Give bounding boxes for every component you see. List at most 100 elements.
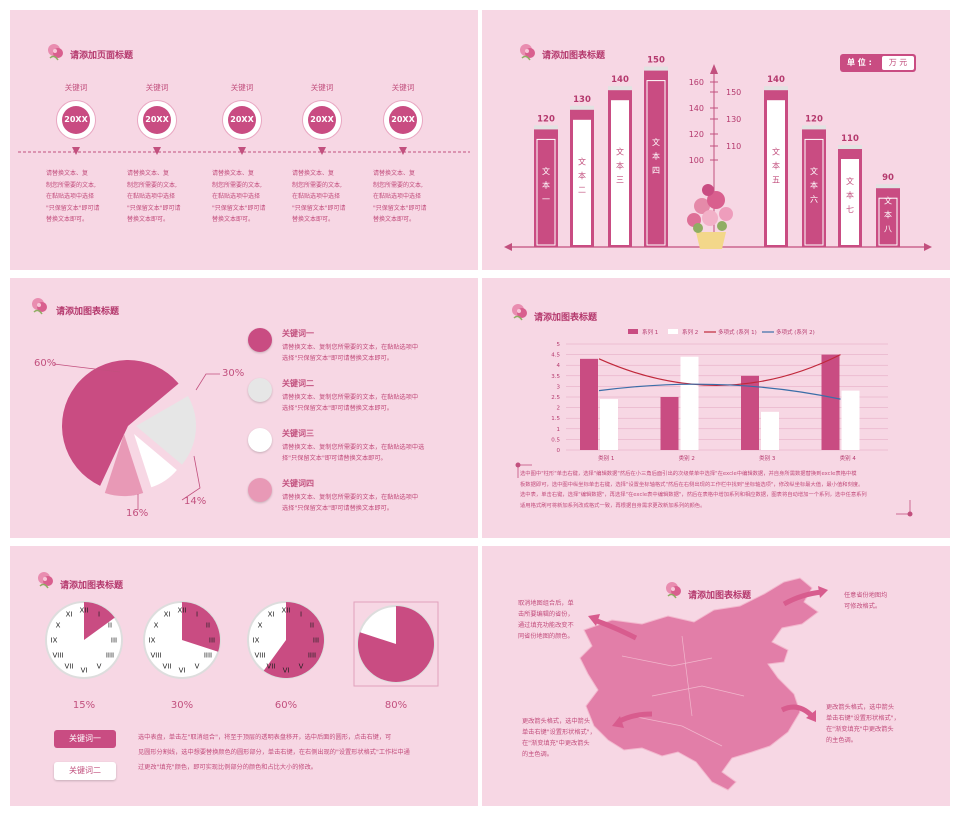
- y-tick-label: 0: [557, 448, 561, 454]
- y-tick-label: 2.5: [551, 395, 560, 401]
- bar-category-label: 本: [884, 210, 892, 220]
- timeline-node: 20XX: [137, 100, 177, 140]
- slide-timeline: 请添加页面标题 关键词 20XX 请替换文本、复 制您所需要的文本, 在黏贴选项中选…: [10, 10, 478, 270]
- clock-numeral: VII: [65, 662, 74, 670]
- clock-percent-label: 30%: [171, 700, 193, 711]
- leader-line: [181, 455, 201, 501]
- bar-category-label: 本: [772, 161, 780, 171]
- legend-text: 请替换文本、复制您所需要的文本，在黏贴选项中选 择"只保留文本"即可请替换文本即…: [282, 444, 425, 462]
- clock-numeral: VII: [163, 662, 172, 670]
- bar-value-label: 120: [805, 114, 823, 124]
- bar-category-label: 文: [542, 166, 550, 176]
- y-tick-label: 5: [557, 342, 561, 348]
- bar-category-label: 文: [846, 176, 854, 186]
- clock-numeral: XI: [66, 611, 73, 619]
- pie-slice: [62, 360, 179, 486]
- leader-line: [195, 373, 220, 391]
- clock-numeral: III: [313, 637, 319, 645]
- clock-numeral: IX: [51, 637, 58, 645]
- slide-clock-charts: 请添加图表标题 XII I II III IIII V VI VII VIII IX X XI 15% X…: [10, 546, 478, 806]
- map-note-2: 任意省份地图均 可修改格式。: [844, 592, 888, 610]
- clock-numeral: XII: [282, 607, 291, 615]
- legend-label: 系列 1: [642, 328, 658, 336]
- combo-bar: [821, 354, 840, 450]
- bar-cap: [876, 184, 900, 189]
- bar: [573, 119, 591, 245]
- y-tick-label: 0.5: [551, 437, 560, 443]
- flower-icon: [520, 44, 535, 61]
- bar-value-label: 110: [841, 134, 859, 144]
- unit-badge: 单 位 : 万 元: [840, 54, 916, 72]
- bar-cap: [644, 66, 668, 71]
- combo-bar: [660, 397, 679, 450]
- timeline-node: 20XX: [222, 100, 262, 140]
- clock-numeral: X: [258, 622, 263, 630]
- bar-category-label: 三: [616, 176, 624, 185]
- slide-title: 请添加页面标题: [70, 51, 134, 61]
- keyword-button-2[interactable]: 关键词二: [54, 762, 116, 780]
- y-tick-label: 1: [557, 427, 561, 433]
- clock-numeral: V: [97, 662, 102, 670]
- clock-numeral: I: [98, 611, 100, 619]
- y-tick-label: 3: [557, 384, 561, 390]
- flower-icon: [38, 572, 53, 589]
- bar-cap: [570, 105, 594, 110]
- legend-swatch: [668, 329, 678, 334]
- slide-title: 请添加图表标题: [60, 581, 124, 591]
- china-map: [579, 577, 828, 791]
- clock-percent-label: 60%: [275, 700, 297, 711]
- axis-tick-label: 160: [689, 78, 704, 87]
- bar-category-label: 文: [616, 147, 624, 157]
- pie-label: 16%: [126, 508, 148, 519]
- x-tick-label: 类别 3: [759, 454, 776, 462]
- legend-heading: 关键词一: [282, 329, 314, 338]
- clock-numeral: II: [206, 622, 210, 630]
- legend-marker: [248, 378, 272, 402]
- clock-numeral: VII: [267, 662, 276, 670]
- pie-label: 30%: [222, 368, 244, 379]
- y-tick-label: 2: [557, 406, 561, 412]
- clock-numeral: IIII: [308, 652, 316, 660]
- y-tick-label: 1.5: [551, 416, 560, 422]
- combo-bar: [580, 358, 598, 450]
- clock-numeral: XII: [178, 607, 187, 615]
- timeline-keyword: 关键词: [310, 83, 334, 92]
- timeline-text: 请替换文本、复 制您所需要的文本, 在黏贴选项中选择 "只保留文本"即可请 替换…: [46, 170, 100, 223]
- bar-category-label: 文: [772, 147, 780, 157]
- bar-category-label: 本: [810, 180, 818, 190]
- clock-fill: [358, 606, 435, 682]
- clock-numeral: V: [299, 662, 304, 670]
- flower-icon: [512, 304, 527, 321]
- map-note-4: 更改箭头格式，选中箭头 单击右键"设置形状格式"， 在"渐变填充"中更改箭头 的…: [826, 704, 900, 744]
- combo-bar: [761, 411, 779, 450]
- legend-heading: 关键词二: [282, 379, 314, 388]
- arrow-icon: [588, 586, 828, 728]
- bar-category-label: 文: [884, 196, 892, 206]
- bar-value-label: 120: [537, 114, 555, 124]
- axis-tick-label: 100: [689, 156, 704, 165]
- bar: [804, 138, 824, 246]
- clock-numeral: VIII: [53, 652, 64, 660]
- bar-cap: [802, 125, 826, 130]
- clock-fill: [263, 602, 324, 678]
- clock-numeral: II: [310, 622, 314, 630]
- bar-category-label: 五: [772, 176, 780, 185]
- bar-value-label: 90: [882, 173, 894, 183]
- bar-category-label: 六: [810, 194, 818, 204]
- legend-label: 系列 2: [682, 328, 698, 336]
- legend-heading: 关键词三: [282, 429, 314, 438]
- slide-bar-chart: 请添加图表标题 单 位 : 万 元 120 文本一 130 文本二 140 文本三 150 文…: [482, 10, 950, 270]
- flower-icon: [666, 582, 681, 599]
- clock-percent-label: 80%: [385, 700, 407, 711]
- legend-marker: [248, 428, 272, 452]
- clock-numeral: VI: [81, 667, 88, 675]
- timeline-text: 请替换文本、复 制您所需要的文本, 在黏贴选项中选择 "只保留文本"即可请 替换…: [373, 170, 427, 223]
- clock-numeral: VIII: [255, 652, 266, 660]
- map-note-1: 取消地图组合后，单 击所要编辑的省份， 通过填充功能改变不 同省份地图的颜色。: [518, 600, 574, 640]
- keyword-button-1[interactable]: 关键词一: [54, 730, 116, 748]
- pie-slice: [136, 396, 196, 465]
- combo-chart: 5 4.5 4 3.5 3 2.5 2 1.5 1 0.5 0 类别 1 类别 2 类别 3 类别 4 系列 …: [551, 328, 888, 462]
- clock-pie-charts: XIIIIIIIIIIIIVVIVIIVIIIIXXXI15%XIIIIIIII…: [45, 601, 439, 711]
